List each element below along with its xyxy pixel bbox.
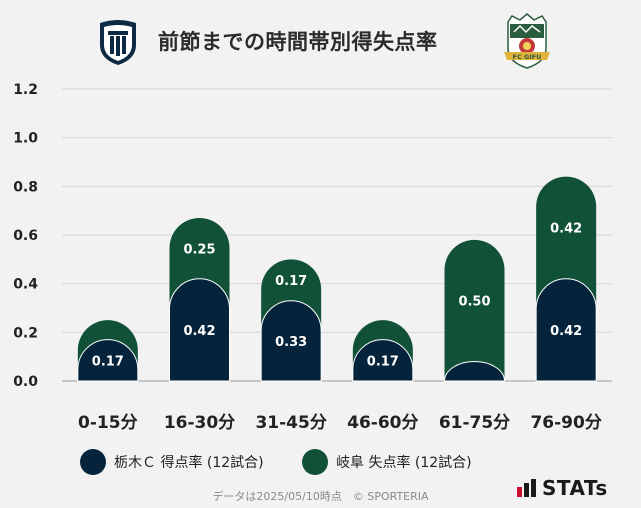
- stats-brand: STATs: [516, 476, 608, 500]
- data-label-tochigi-2: 0.33: [275, 335, 307, 350]
- stats-logo-icon: [517, 479, 536, 497]
- bar-tochigi-3: [352, 339, 414, 382]
- y-tick-label: 0.0: [13, 374, 38, 390]
- x-tick-label: 76-90分: [530, 413, 601, 433]
- bar-tochigi-0: [77, 339, 139, 382]
- bar-series: 0.17 0.25 0.42 0.17 0.33 0.17 0.50 0.42 0.42: [77, 176, 597, 382]
- data-label-tochigi-0: 0.17: [92, 354, 124, 369]
- bar-chart: 0.00.20.40.60.81.01.2 0.170.250.420.170.…: [13, 82, 612, 433]
- stats-brand-text: STATs: [542, 476, 608, 500]
- footer-note: データは2025/05/10時点 © SPORTERIA: [212, 490, 429, 503]
- data-label-tochigi-5: 0.42: [550, 324, 582, 339]
- tochigi-sc-crest-icon: [100, 20, 136, 65]
- x-tick-label: 61-75分: [439, 413, 510, 433]
- data-label-gifu-4: 0.50: [458, 295, 490, 310]
- data-label-gifu-5: 0.42: [550, 222, 582, 237]
- fc-gifu-crest-icon: FC GIFU: [504, 13, 550, 69]
- bar-tochigi-1: [169, 278, 230, 382]
- y-axis: 0.0 0.2 0.4 0.6 0.8 1.0 1.2: [13, 82, 38, 390]
- legend-swatch-gifu: [302, 449, 328, 475]
- y-tick-label: 0.6: [13, 228, 38, 244]
- legend-item-gifu: 岐阜 失点率 (12試合): [302, 448, 472, 476]
- bar-tochigi-5: [535, 278, 597, 382]
- data-label-tochigi-3: 0.17: [367, 354, 399, 369]
- legend-item-tochigi: 栃木Ｃ 得点率 (12試合): [80, 448, 264, 476]
- legend: 栃木Ｃ 得点率 (12試合) 岐阜 失点率 (12試合): [0, 448, 641, 478]
- legend-label-tochigi: 栃木Ｃ 得点率 (12試合): [114, 455, 264, 471]
- grid-lines: [62, 88, 612, 382]
- data-label-tochigi-1: 0.42: [183, 324, 215, 339]
- x-axis: 0-15分 16-30分 31-45分 46-60分 61-75分 76-90分: [78, 413, 602, 433]
- bar-tochigi-4: [443, 361, 506, 382]
- chart-title: 前節までの時間帯別得失点率: [158, 30, 438, 54]
- y-tick-label: 0.2: [13, 325, 38, 341]
- y-tick-label: 0.4: [13, 277, 38, 293]
- x-tick-label: 0-15分: [78, 413, 138, 433]
- fc-gifu-logo-text: FC GIFU: [513, 53, 542, 61]
- y-tick-label: 0.8: [13, 179, 38, 195]
- y-tick-label: 1.0: [13, 131, 38, 147]
- legend-label-gifu: 岐阜 失点率 (12試合): [336, 455, 472, 471]
- bar-tochigi-2: [260, 300, 322, 382]
- data-label-gifu-2: 0.17: [275, 274, 307, 289]
- x-tick-label: 31-45分: [255, 413, 326, 433]
- bar-gifu-4: [444, 239, 505, 381]
- x-tick-label: 16-30分: [164, 413, 235, 433]
- x-tick-label: 46-60分: [347, 413, 418, 433]
- y-tick-label: 1.2: [13, 82, 38, 98]
- chart-header: 前節までの時間帯別得失点率 FC GIFU: [0, 0, 641, 80]
- data-label-gifu-1: 0.25: [183, 242, 215, 257]
- legend-swatch-tochigi: [80, 449, 106, 475]
